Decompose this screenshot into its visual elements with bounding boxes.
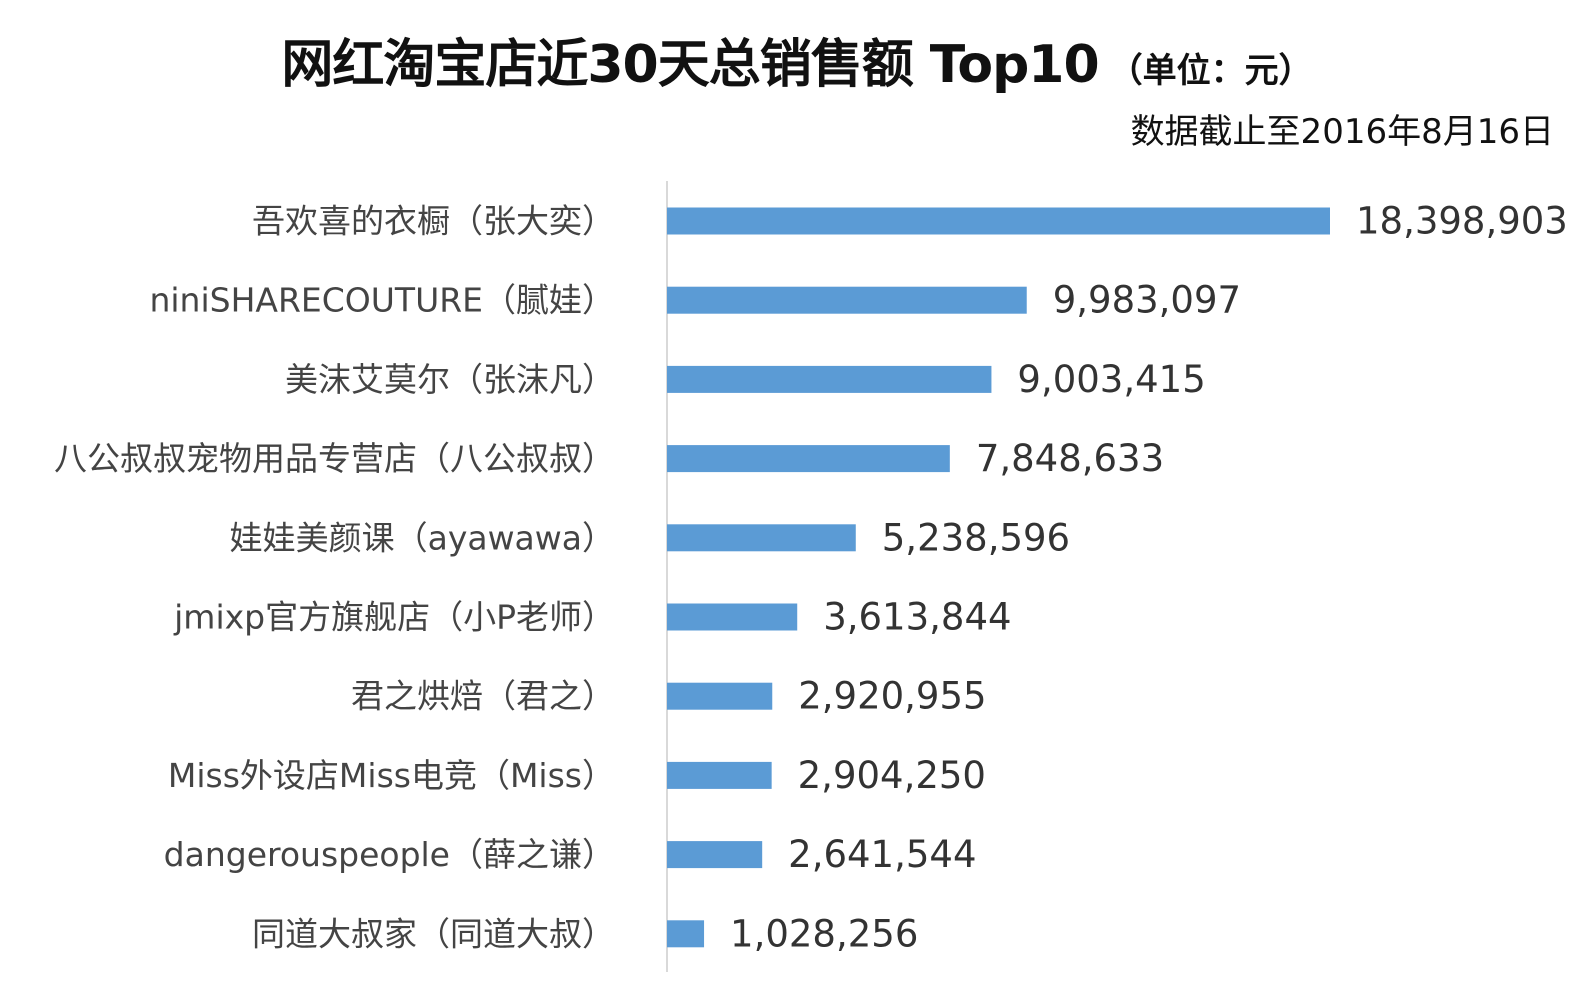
value-label: 2,904,250 [798, 754, 986, 797]
value-label: 7,848,633 [976, 437, 1164, 480]
value-label: 9,983,097 [1053, 279, 1241, 322]
bar [667, 920, 705, 948]
value-label: 3,613,844 [823, 596, 1011, 639]
bar [667, 682, 773, 710]
category-label: 美沫艾莫尔（张沫凡） [285, 360, 615, 399]
category-label: 吾欢喜的衣橱（张大奕） [252, 202, 615, 241]
bars-group [667, 207, 1330, 948]
category-label: 君之烘焙（君之） [351, 677, 615, 716]
bar [667, 365, 992, 393]
chart-subtitle: 数据截止至2016年8月16日 [1130, 112, 1554, 152]
value-label: 2,641,544 [788, 833, 976, 876]
bar [667, 207, 1330, 235]
value-label: 1,028,256 [730, 912, 918, 955]
chart-title-unit: （单位：元） [1108, 51, 1313, 91]
category-label: niniSHARECOUTURE（腻娃） [149, 281, 615, 320]
category-label: jmixp官方旗舰店（小P老师） [173, 598, 615, 637]
category-labels-group: 吾欢喜的衣橱（张大奕） niniSHARECOUTURE（腻娃） 美沫艾莫尔（张沫凡… [54, 202, 615, 954]
bar [667, 761, 772, 789]
value-label: 2,920,955 [798, 675, 986, 718]
category-label: 同道大叔家（同道大叔） [252, 914, 615, 953]
chart-title: 网红淘宝店近30天总销售额 Top10 （单位：元） [0, 22, 1594, 97]
bar [667, 445, 950, 473]
value-label: 9,003,415 [1017, 358, 1205, 401]
value-label: 18,398,903 [1356, 200, 1568, 243]
bar [667, 286, 1027, 314]
category-label: dangerouspeople（薛之谦） [164, 835, 615, 874]
category-label: 八公叔叔宠物用品专营店（八公叔叔） [54, 439, 615, 478]
bar [667, 524, 856, 552]
value-labels-group: 18,398,903 9,983,097 9,003,415 7,848,633 5,2… [730, 200, 1568, 956]
chart-title-main: 网红淘宝店近30天总销售额 Top10 [281, 35, 1099, 95]
value-label: 5,238,596 [882, 516, 1070, 559]
bar [667, 603, 798, 631]
category-label: 娃娃美颜课（ayawawa） [230, 518, 615, 557]
bar [667, 841, 763, 869]
category-label: Miss外设店Miss电竞（Miss） [168, 756, 615, 795]
